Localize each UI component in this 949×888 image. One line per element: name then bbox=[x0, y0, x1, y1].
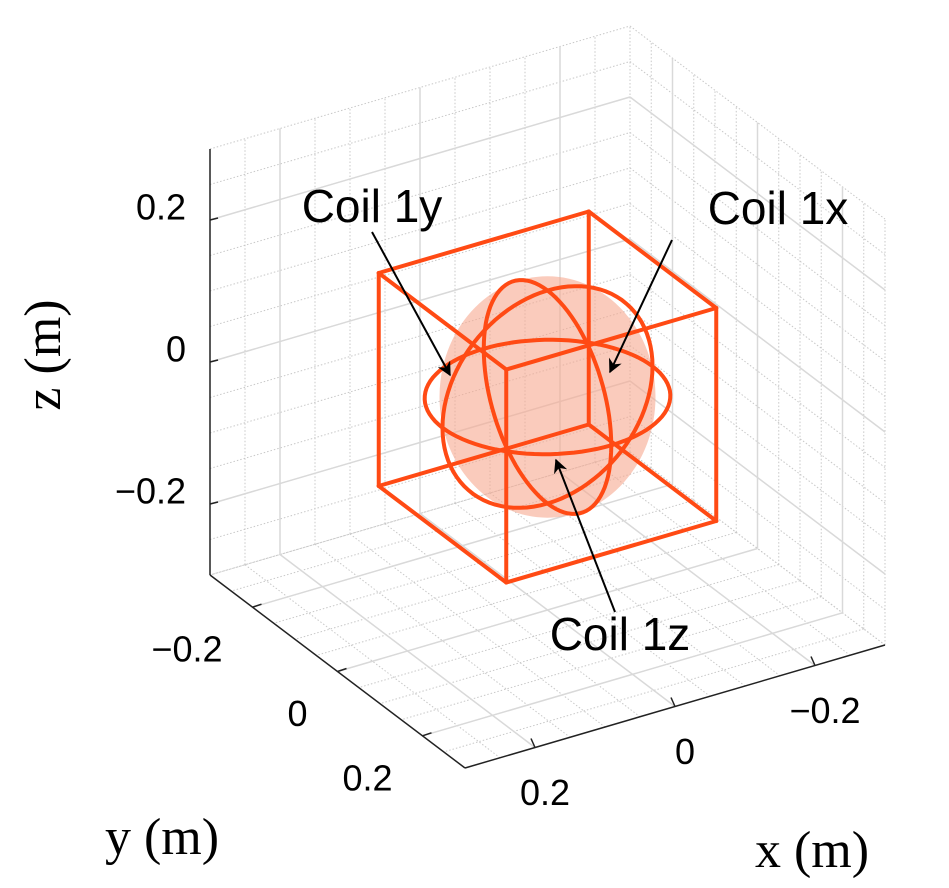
grid-line bbox=[252, 483, 673, 608]
y-tick-label: −0.2 bbox=[151, 629, 222, 670]
grid-line bbox=[629, 380, 886, 575]
y-tick bbox=[337, 667, 347, 673]
annotation-arrow bbox=[554, 458, 616, 613]
z-tick bbox=[209, 359, 219, 363]
grid-line bbox=[629, 96, 886, 291]
annotation: Coil 1z bbox=[550, 608, 691, 660]
annotation-arrow bbox=[609, 239, 673, 374]
annotation-arrow bbox=[371, 231, 451, 377]
frame-edge bbox=[586, 209, 719, 310]
y-tick-label: 0 bbox=[287, 693, 307, 734]
grid-line bbox=[422, 612, 843, 737]
y-tick-label: 0.2 bbox=[342, 757, 392, 798]
frame-edge bbox=[504, 519, 719, 585]
x-axis-label: x (m) bbox=[755, 822, 869, 879]
frame-edge bbox=[376, 422, 591, 488]
labels-layer: z (m) y (m) x (m) −0.200.2−0.200.2−0.200… bbox=[15, 180, 869, 879]
z-tick-label: 0 bbox=[166, 329, 186, 370]
y-tick bbox=[422, 732, 432, 737]
grid-line bbox=[629, 238, 886, 433]
x-tick bbox=[670, 697, 676, 707]
marks-layer bbox=[376, 209, 719, 585]
x-tick-label: 0.2 bbox=[520, 772, 570, 813]
frame-edge bbox=[376, 484, 509, 585]
annotation: Coil 1y bbox=[302, 180, 443, 232]
z-tick bbox=[209, 217, 219, 221]
frame-edge bbox=[376, 209, 591, 275]
coil-shading bbox=[439, 276, 656, 518]
frame-edge bbox=[504, 306, 719, 372]
z-axis-label: z (m) bbox=[15, 299, 72, 410]
x-tick bbox=[530, 738, 536, 748]
y-tick bbox=[252, 603, 262, 608]
z-tick-label: −0.2 bbox=[115, 471, 186, 512]
annotation: Coil 1x bbox=[708, 182, 849, 234]
grid-line bbox=[337, 547, 758, 673]
x-tick-label: 0 bbox=[675, 731, 695, 772]
grid-line bbox=[209, 96, 631, 221]
x-tick-label: −0.2 bbox=[789, 690, 860, 731]
y-axis-label: y (m) bbox=[105, 809, 219, 866]
x-tick bbox=[810, 656, 816, 666]
grid-line bbox=[209, 238, 631, 363]
z-tick-label: 0.2 bbox=[136, 187, 186, 228]
z-tick bbox=[209, 501, 219, 505]
